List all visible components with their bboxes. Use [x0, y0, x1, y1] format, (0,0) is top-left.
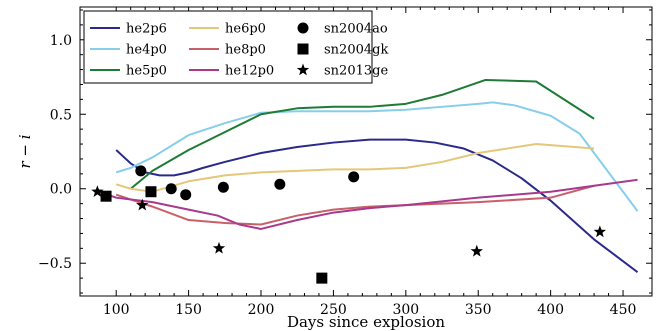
legend-entry-he12p0: he12p0 — [189, 64, 274, 79]
x-tick-label: 350 — [465, 302, 492, 318]
legend-entry-he2p6: he2p6 — [90, 22, 167, 37]
x-axis-label: Days since explosion — [287, 313, 445, 331]
x-tick-label: 200 — [248, 302, 275, 318]
data-point-sn2004ao-5 — [348, 171, 360, 183]
x-tick-label: 250 — [320, 302, 347, 318]
data-point-sn2013ge-4 — [593, 225, 607, 238]
series-line-he6p0 — [115, 143, 595, 193]
legend-entry-sn2013ge: sn2013ge — [296, 63, 388, 79]
legend-entry-sn2004gk: sn2004gk — [297, 43, 388, 58]
marker-layer — [91, 165, 607, 284]
legend-label-he4p0: he4p0 — [126, 43, 167, 58]
x-tick-label: 400 — [537, 302, 564, 318]
y-tick-label: 0.0 — [50, 182, 72, 198]
legend-marker-sn2004gk — [297, 43, 309, 55]
legend-label-he6p0: he6p0 — [225, 22, 266, 37]
ticks-layer: 100 150 200 250 300 350 400 450 −0.5 0.0 0.5 1.0 — [38, 7, 652, 318]
data-point-sn2004ao-4 — [274, 178, 286, 190]
series-line-he2p6 — [115, 138, 639, 273]
legend: he2p6 he4p0 he5p0 he6p0 he8p0 he12p0 sn2004ao s… — [83, 10, 388, 84]
data-point-sn2004gk-2 — [316, 272, 328, 284]
legend-marker-sn2004ao — [297, 22, 309, 34]
series-line-he5p0 — [130, 78, 595, 190]
data-point-sn2013ge-2 — [212, 241, 226, 254]
legend-label-sn2013ge: sn2013ge — [324, 64, 388, 79]
data-point-sn2013ge-0 — [91, 185, 104, 197]
data-point-sn2004ao-0 — [135, 165, 147, 177]
y-tick-label: −0.5 — [38, 256, 72, 272]
plot-frame — [79, 6, 653, 297]
legend-label-he8p0: he8p0 — [225, 43, 266, 58]
x-tick-label: 100 — [103, 302, 130, 318]
y-tick-label: 0.5 — [50, 107, 72, 123]
legend-box — [83, 10, 373, 84]
legend-entry-he5p0: he5p0 — [90, 64, 167, 79]
legend-label-sn2004gk: sn2004gk — [324, 43, 388, 58]
legend-label-he5p0: he5p0 — [126, 64, 167, 79]
legend-entry-he4p0: he4p0 — [90, 43, 167, 58]
legend-label-he2p6: he2p6 — [126, 22, 167, 37]
legend-marker-sn2013ge — [296, 63, 310, 76]
data-point-sn2013ge-1 — [136, 198, 149, 211]
series-layer — [98, 78, 639, 273]
data-point-sn2013ge-3 — [470, 244, 483, 257]
x-tick-label: 150 — [175, 302, 202, 318]
x-tick-label: 300 — [392, 302, 419, 318]
legend-entry-he8p0: he8p0 — [189, 43, 266, 58]
legend-entry-he6p0: he6p0 — [189, 22, 266, 37]
series-line-he4p0 — [115, 101, 639, 212]
data-point-sn2004ao-2 — [180, 189, 192, 201]
x-tick-label: 450 — [610, 302, 637, 318]
y-axis-label: r − i — [16, 134, 34, 168]
data-point-sn2004gk-1 — [145, 186, 157, 198]
legend-label-sn2004ao: sn2004ao — [324, 22, 388, 37]
legend-label-he12p0: he12p0 — [225, 64, 274, 79]
data-point-sn2004ao-3 — [217, 181, 229, 193]
series-line-he8p0 — [115, 184, 595, 226]
legend-entry-sn2004ao: sn2004ao — [297, 22, 388, 37]
series-line-he12p0 — [98, 178, 638, 230]
data-point-sn2004ao-1 — [165, 183, 177, 195]
data-point-sn2004gk-0 — [100, 190, 112, 202]
y-tick-label: 1.0 — [50, 33, 72, 49]
